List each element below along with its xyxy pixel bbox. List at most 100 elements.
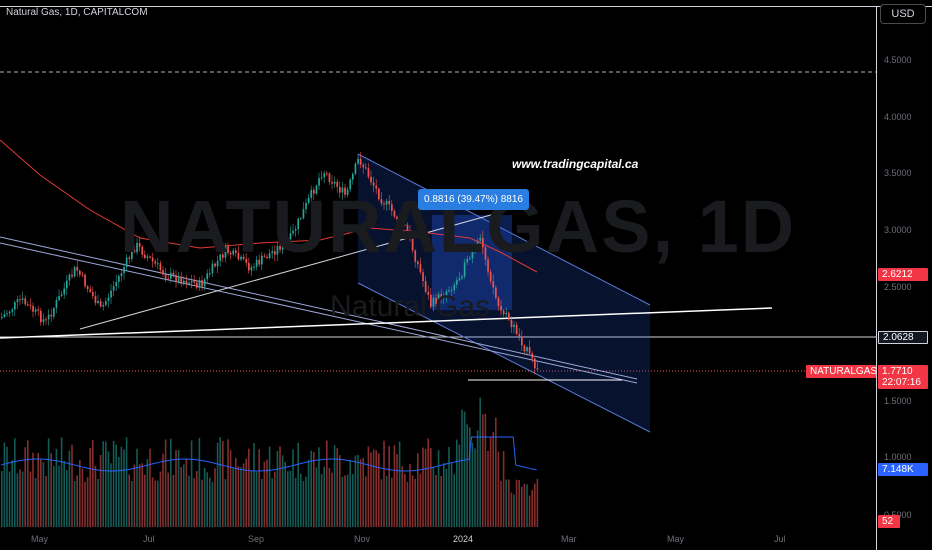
candle-body — [448, 290, 450, 292]
volume-bar — [196, 471, 198, 527]
volume-bar — [463, 411, 466, 527]
volume-bar — [214, 468, 216, 527]
volume-bar — [105, 441, 107, 527]
volume-bar — [495, 417, 497, 527]
candle-body — [138, 243, 141, 247]
candle-body — [188, 282, 190, 285]
candle-body — [198, 280, 201, 288]
candle-body — [404, 224, 406, 226]
candle-body — [276, 246, 279, 255]
candle-body — [3, 314, 6, 318]
volume-bar — [406, 481, 409, 527]
candle-body — [526, 347, 528, 352]
volume-bar — [133, 464, 136, 527]
candle-body — [14, 302, 16, 310]
candle-body — [99, 301, 102, 307]
candle-body — [515, 324, 518, 335]
volume-bar — [112, 440, 115, 527]
price-range-measure-box[interactable] — [432, 215, 512, 310]
volume-ma-tag: 7.148K — [878, 463, 928, 476]
ascending-trendline[interactable] — [79, 210, 506, 330]
volume-bar — [188, 475, 190, 527]
candle-body — [115, 281, 118, 287]
candle-body — [427, 291, 430, 295]
descending-trendline-b[interactable] — [0, 242, 638, 384]
volume-bar — [432, 466, 435, 527]
volume-bar — [469, 427, 471, 527]
candle-body — [216, 260, 219, 267]
channel-bottom-line[interactable] — [357, 282, 651, 433]
candle-body — [209, 273, 211, 275]
currency-button[interactable]: USD — [880, 4, 926, 24]
candle-body — [154, 261, 157, 264]
candle-body — [445, 291, 448, 297]
time-label: Sep — [248, 534, 265, 544]
volume-bar — [450, 463, 453, 527]
candle-body — [159, 263, 162, 270]
candle-body — [393, 210, 396, 217]
volume-bar — [136, 448, 138, 527]
volume-bar — [391, 477, 393, 527]
time-label: Nov — [354, 534, 371, 544]
volume-bar — [86, 477, 89, 527]
volume-bar — [253, 443, 255, 527]
volume-bar — [359, 459, 362, 527]
candle-body — [500, 306, 502, 311]
volume-bar — [518, 479, 520, 527]
candle-body — [305, 202, 307, 210]
volume-bar — [326, 440, 328, 527]
volume-bar — [300, 473, 302, 527]
countdown-tag: 22:07:16 — [878, 376, 928, 389]
volume-bar — [336, 448, 338, 527]
volume-bar — [523, 483, 526, 527]
candle-body — [268, 253, 271, 259]
volume-bar — [398, 441, 401, 527]
volume-bar — [206, 472, 208, 527]
candle-body — [326, 173, 328, 175]
volume-bar — [209, 477, 211, 527]
volume-bar — [411, 475, 414, 527]
channel-top-line[interactable] — [357, 153, 651, 306]
volume-bar — [534, 483, 536, 527]
candle-body — [266, 256, 268, 259]
last-price-tag: 1.7710 — [878, 365, 928, 378]
parallel-channel-fill[interactable] — [358, 154, 650, 432]
volume-bar — [484, 413, 487, 527]
volume-bar — [240, 467, 242, 527]
candle-body — [383, 203, 385, 205]
support-trendline[interactable] — [0, 307, 773, 339]
candle-body — [505, 312, 508, 315]
volume-bar — [138, 464, 141, 527]
volume-bar — [453, 474, 455, 527]
volume-bar — [448, 446, 450, 527]
website-annotation[interactable]: www.tradingcapital.ca — [512, 157, 639, 171]
volume-bar — [118, 457, 120, 527]
volume-bar — [177, 450, 180, 527]
candle-body — [339, 186, 341, 193]
candlestick-series[interactable] — [1, 151, 539, 375]
volume-bar — [125, 437, 128, 527]
chart-title[interactable]: Natural Gas, 1D, CAPITALCOM — [6, 7, 148, 18]
volume-bar — [266, 459, 268, 527]
candle-body — [430, 294, 432, 307]
volume-bar — [396, 454, 398, 527]
volume-bar — [482, 414, 484, 527]
volume-bar — [458, 444, 461, 527]
volume-bar — [170, 438, 172, 527]
volume-bar — [255, 471, 258, 527]
candle-body — [359, 158, 362, 165]
volume-bar — [29, 471, 32, 527]
candle-body — [274, 251, 276, 255]
volume-bar — [354, 455, 357, 527]
volume-bar — [172, 474, 175, 527]
candle-body — [263, 255, 266, 257]
candle-body — [214, 263, 216, 267]
candle-body — [8, 311, 11, 314]
candle-body — [495, 287, 497, 298]
candle-body — [175, 274, 177, 283]
descending-trendline-a[interactable] — [0, 236, 638, 380]
candle-body — [380, 199, 383, 204]
candle-body — [261, 255, 263, 265]
candle-body — [128, 257, 131, 259]
